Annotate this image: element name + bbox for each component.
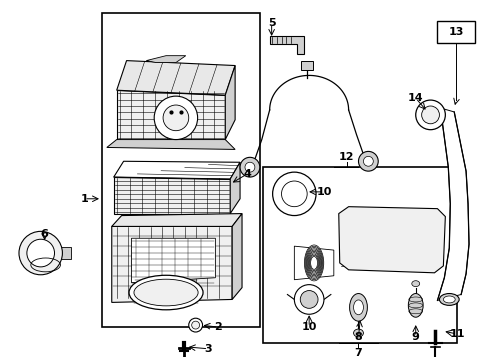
Ellipse shape [306, 250, 320, 276]
Circle shape [244, 162, 254, 172]
Ellipse shape [307, 251, 320, 274]
Ellipse shape [353, 329, 363, 337]
Polygon shape [437, 108, 468, 301]
Ellipse shape [305, 246, 323, 280]
Ellipse shape [308, 253, 319, 273]
Circle shape [300, 291, 317, 308]
Polygon shape [269, 36, 304, 54]
Polygon shape [117, 60, 235, 95]
Circle shape [240, 157, 259, 177]
Text: 13: 13 [447, 27, 463, 37]
Text: 10: 10 [301, 322, 316, 332]
Bar [53, 247, 71, 259]
Polygon shape [106, 140, 235, 149]
Ellipse shape [134, 279, 198, 306]
Text: 6: 6 [41, 229, 48, 239]
Ellipse shape [349, 293, 366, 321]
Circle shape [415, 100, 445, 130]
Text: 7: 7 [354, 348, 362, 358]
Polygon shape [117, 90, 225, 140]
Ellipse shape [443, 296, 454, 303]
Text: 8: 8 [354, 332, 362, 342]
Polygon shape [146, 56, 185, 63]
Circle shape [281, 181, 306, 207]
Circle shape [19, 231, 62, 275]
Text: 4: 4 [243, 169, 250, 179]
Polygon shape [225, 66, 235, 140]
Ellipse shape [309, 255, 318, 271]
Ellipse shape [353, 300, 363, 315]
Text: 2: 2 [214, 322, 222, 332]
Text: 10: 10 [316, 187, 331, 197]
Polygon shape [114, 161, 240, 179]
Circle shape [163, 105, 188, 131]
Polygon shape [338, 207, 445, 273]
Ellipse shape [306, 249, 321, 277]
Ellipse shape [308, 254, 318, 272]
Circle shape [358, 152, 377, 171]
Ellipse shape [310, 257, 317, 269]
Polygon shape [114, 177, 230, 213]
Text: 9: 9 [411, 332, 419, 342]
Ellipse shape [305, 248, 322, 278]
Ellipse shape [304, 245, 323, 281]
Text: 1: 1 [80, 194, 88, 204]
Polygon shape [230, 162, 240, 213]
Text: 3: 3 [204, 344, 212, 354]
Bar [437, 21, 474, 43]
Bar [262, 167, 456, 343]
Circle shape [27, 239, 54, 267]
Bar [102, 13, 259, 327]
Circle shape [188, 318, 202, 332]
Bar [301, 60, 312, 71]
Ellipse shape [439, 293, 458, 305]
Polygon shape [131, 238, 215, 283]
Polygon shape [345, 212, 437, 266]
Text: 11: 11 [448, 329, 464, 339]
Polygon shape [112, 226, 232, 302]
Text: 5: 5 [267, 18, 275, 28]
Text: 12: 12 [338, 152, 354, 162]
Circle shape [421, 106, 439, 124]
Polygon shape [232, 213, 242, 300]
Circle shape [363, 156, 372, 166]
Circle shape [191, 321, 199, 329]
Ellipse shape [129, 275, 203, 310]
Circle shape [272, 172, 315, 216]
Polygon shape [294, 246, 333, 280]
Circle shape [154, 96, 197, 140]
Ellipse shape [411, 281, 419, 287]
Text: 14: 14 [407, 93, 423, 103]
Polygon shape [112, 213, 242, 226]
Ellipse shape [407, 293, 422, 317]
Circle shape [294, 285, 323, 314]
